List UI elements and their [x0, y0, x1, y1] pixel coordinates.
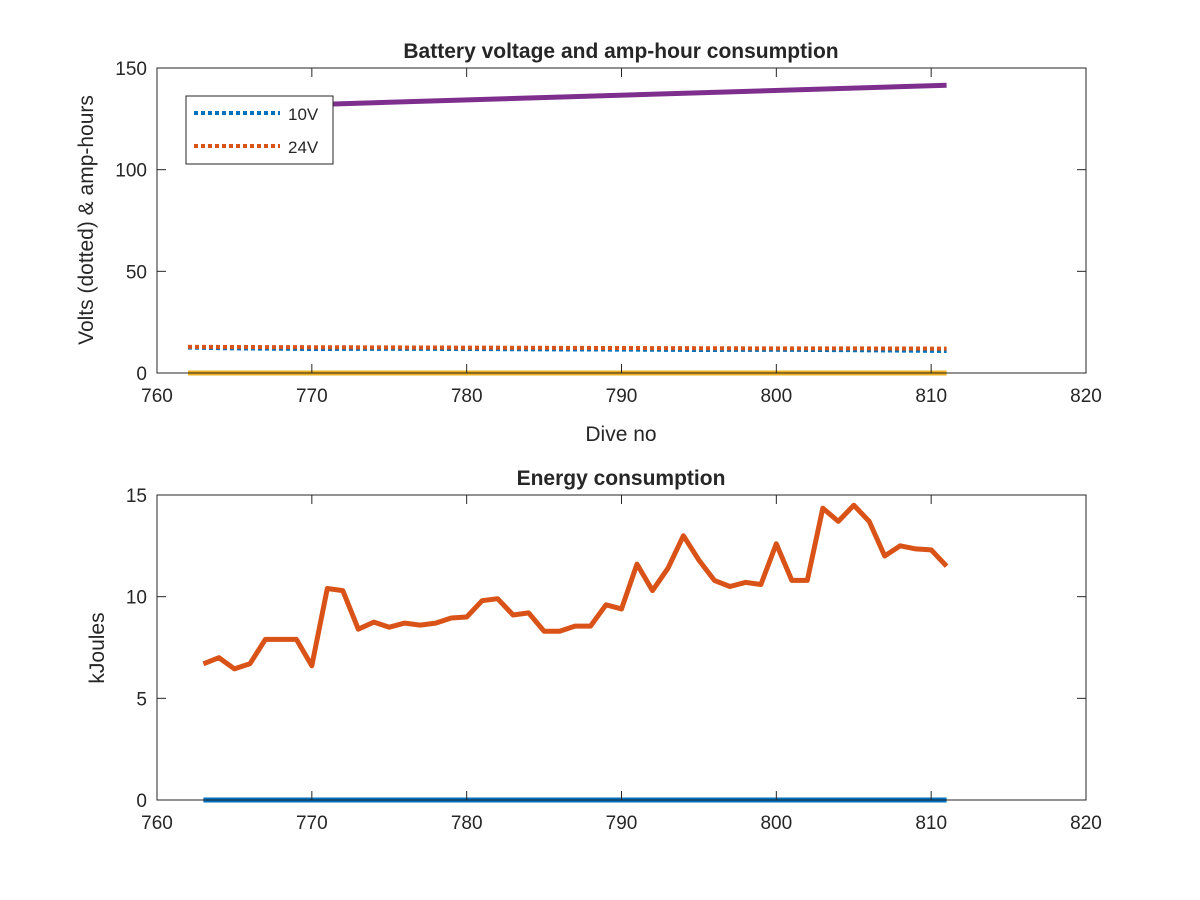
top-x-tick-label: 780 [451, 386, 483, 407]
top-x-tick-label: 760 [141, 386, 173, 407]
bottom-axes: 760 770 780 790 800 810 820 0 5 10 15 Energy consu… [86, 467, 1102, 834]
bottom-x-tick-label: 780 [451, 813, 483, 834]
top-x-tick-label: 800 [760, 386, 792, 407]
top-y-axis-label: Volts (dotted) & amp-hours [75, 95, 98, 345]
top-x-tick-label: 820 [1070, 386, 1102, 407]
bottom-x-tick-label: 770 [296, 813, 328, 834]
top-y-tick-label: 0 [136, 364, 147, 385]
top-x-tick-label: 790 [606, 386, 638, 407]
legend-label-10v: 10V [288, 105, 319, 124]
bottom-y-tick-label: 10 [126, 588, 147, 609]
top-x-tick-label: 810 [915, 386, 947, 407]
legend-label-24v: 24V [288, 138, 319, 157]
bottom-y-tick-label: 15 [126, 486, 147, 507]
bottom-x-tick-label: 800 [760, 813, 792, 834]
bottom-x-tick-label: 820 [1070, 813, 1102, 834]
bottom-series-line-1 [202, 502, 949, 672]
top-chart-title: Battery voltage and amp-hour consumption [403, 40, 838, 63]
bottom-y-tick-label: 5 [136, 689, 147, 710]
bottom-y-tick-label: 0 [136, 791, 147, 812]
bottom-x-tick-label: 810 [915, 813, 947, 834]
bottom-x-tick-label: 790 [606, 813, 638, 834]
top-x-axis-label: Dive no [585, 423, 656, 446]
top-y-tick-label: 100 [115, 161, 147, 182]
top-y-tick-label: 50 [126, 262, 147, 283]
top-legend: 10V 24V [185, 95, 334, 165]
legend-box [185, 95, 334, 165]
bottom-x-tick-label: 760 [141, 813, 173, 834]
top-series-line-3 [280, 82, 947, 109]
bottom-y-axis-label: kJoules [86, 612, 109, 683]
top-x-tick-label: 770 [296, 386, 328, 407]
top-series-line-1 [187, 344, 947, 351]
bottom-ticks-group: 760 770 780 790 800 810 820 0 5 10 15 [126, 486, 1102, 834]
bottom-chart-title: Energy consumption [517, 467, 726, 490]
top-ticks-group: 760 770 780 790 800 810 820 0 50 100 150 [115, 59, 1102, 407]
top-axes: 760 770 780 790 800 810 820 0 50 100 150 Battery v… [75, 40, 1102, 446]
top-y-tick-label: 150 [115, 59, 147, 80]
